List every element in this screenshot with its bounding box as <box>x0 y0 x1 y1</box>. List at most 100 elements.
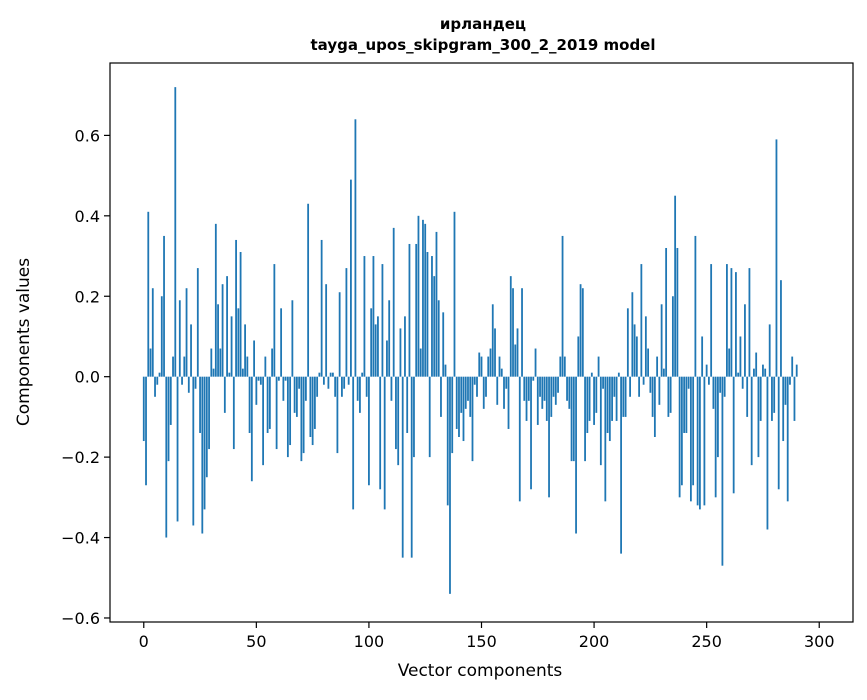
bar-144 <box>467 376 469 401</box>
bar-41 <box>235 239 237 377</box>
bar-143 <box>464 376 467 409</box>
bar-107 <box>383 376 386 510</box>
bar-198 <box>588 376 591 421</box>
bar-81 <box>325 284 328 377</box>
bar-169 <box>523 376 526 401</box>
bar-2 <box>147 211 150 377</box>
bar-101 <box>370 308 373 377</box>
bar-160 <box>503 376 505 409</box>
bar-65 <box>289 376 292 446</box>
bar-185 <box>559 356 562 377</box>
bar-47 <box>248 376 251 433</box>
bar-239 <box>680 376 683 486</box>
bar-173 <box>532 376 535 381</box>
bar-180 <box>548 376 550 498</box>
x-tick-label: 50 <box>246 632 266 651</box>
bar-242 <box>687 376 690 389</box>
bar-34 <box>219 348 222 377</box>
bar-18 <box>183 356 186 377</box>
bar-51 <box>257 376 260 381</box>
bar-214 <box>624 376 627 417</box>
bar-212 <box>620 376 622 554</box>
bar-19 <box>185 288 188 377</box>
x-tick-label: 250 <box>691 632 722 651</box>
bar-256 <box>719 376 722 393</box>
bar-45 <box>244 324 246 377</box>
bar-248 <box>701 336 704 377</box>
bar-182 <box>552 376 555 397</box>
bar-27 <box>203 376 206 510</box>
bar-224 <box>647 348 650 377</box>
bar-265 <box>739 336 742 377</box>
bar-86 <box>336 376 339 454</box>
bar-113 <box>397 376 400 466</box>
bar-286 <box>786 376 789 502</box>
bar-127 <box>428 376 431 458</box>
bar-57 <box>271 348 274 377</box>
bar-163 <box>509 276 512 377</box>
bar-222 <box>642 376 645 385</box>
bar-150 <box>480 356 483 377</box>
bar-290 <box>795 364 798 377</box>
bar-4 <box>151 288 154 377</box>
bar-135 <box>446 376 449 506</box>
bar-154 <box>489 348 492 377</box>
bar-217 <box>631 292 634 377</box>
x-axis-label: Vector components <box>398 661 563 681</box>
bar-230 <box>660 304 663 377</box>
bar-38 <box>228 372 231 377</box>
bar-241 <box>685 376 688 433</box>
bar-102 <box>372 256 375 377</box>
x-axis-ticks: 0 50 100 150 200 250 300 <box>139 622 835 651</box>
bar-250 <box>705 364 708 377</box>
bar-100 <box>368 376 370 486</box>
bar-43 <box>239 252 242 377</box>
plot-frame <box>109 62 854 623</box>
bar-30 <box>210 348 213 377</box>
bar-85 <box>334 376 337 397</box>
bar-168 <box>521 288 523 377</box>
bar-282 <box>777 376 780 490</box>
bar-26 <box>201 376 204 534</box>
bar-94 <box>354 119 357 377</box>
bar-68 <box>295 376 298 417</box>
bar-82 <box>327 376 330 389</box>
x-tick-label: 300 <box>804 632 835 651</box>
bar-166 <box>516 328 519 377</box>
bar-202 <box>597 356 600 377</box>
bar-137 <box>451 376 454 454</box>
bar-115 <box>401 376 404 558</box>
bar-67 <box>293 376 296 413</box>
bar-162 <box>507 376 510 429</box>
bar-278 <box>768 324 771 377</box>
bar-243 <box>689 376 692 502</box>
bar-204 <box>602 376 604 389</box>
bar-40 <box>232 376 235 450</box>
bar-223 <box>644 316 647 377</box>
bar-153 <box>487 356 490 377</box>
bar-108 <box>386 340 388 377</box>
bar-69 <box>298 376 301 389</box>
bar-281 <box>775 139 778 377</box>
bar-106 <box>381 264 384 377</box>
bar-117 <box>406 376 409 433</box>
y-tick-label: 0.0 <box>75 368 100 387</box>
bar-95 <box>356 376 359 401</box>
bar-172 <box>530 376 532 490</box>
bar-29 <box>208 376 210 450</box>
bar-128 <box>431 256 433 377</box>
bar-164 <box>512 288 514 377</box>
bar-5 <box>154 376 156 397</box>
bar-76 <box>313 376 316 429</box>
bar-146 <box>471 376 474 462</box>
chart-title: ирландец <box>440 15 526 33</box>
bar-48 <box>250 376 253 482</box>
bar-53 <box>262 376 264 466</box>
bar-216 <box>629 376 631 397</box>
bar-105 <box>379 376 382 490</box>
bar-234 <box>669 376 672 413</box>
bar-203 <box>599 376 602 466</box>
bar-87 <box>338 292 341 377</box>
